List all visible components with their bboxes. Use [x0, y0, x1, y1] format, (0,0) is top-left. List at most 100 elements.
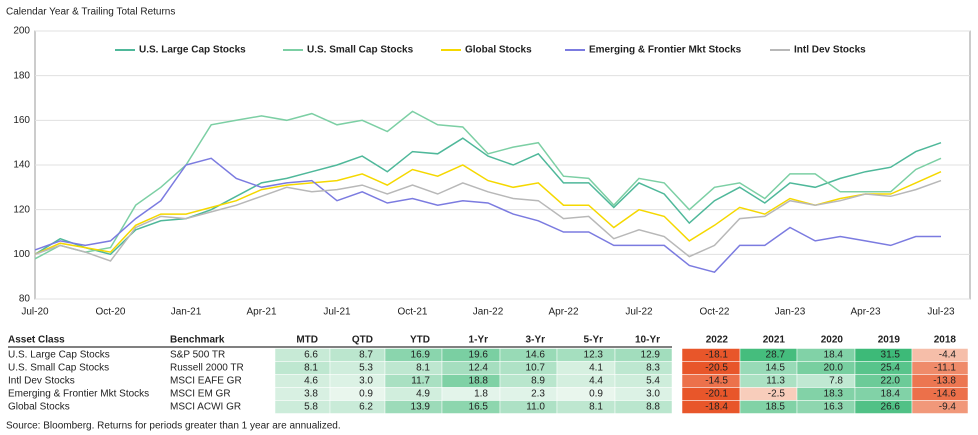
- cell-value: 25.4: [881, 363, 901, 374]
- cell-value: 8.7: [359, 350, 373, 361]
- cell-value: 5.3: [359, 363, 373, 374]
- cell-value: 31.5: [881, 350, 901, 361]
- cell-value: -2.5: [768, 389, 786, 400]
- cell-value: 5.4: [646, 376, 660, 387]
- heat-cell: [614, 374, 673, 388]
- asset-class: Global Stocks: [8, 402, 70, 413]
- cell-value: 14.5: [766, 363, 786, 374]
- x-tick-label: Jan-23: [775, 307, 806, 318]
- cell-value: 18.5: [766, 402, 786, 413]
- cell-value: 4.4: [589, 376, 603, 387]
- heat-cell: [499, 374, 558, 388]
- legend-label: Global Stocks: [465, 45, 532, 56]
- cell-value: 0.9: [589, 389, 603, 400]
- cell-value: 16.3: [824, 402, 844, 413]
- cell-value: 6.2: [359, 402, 373, 413]
- cell-value: 10.7: [526, 363, 546, 374]
- series-line: [34, 179, 942, 262]
- column-header: 2021: [763, 335, 786, 346]
- cell-value: -4.4: [939, 350, 957, 361]
- y-tick-label: 160: [13, 115, 30, 126]
- cell-value: 16.5: [469, 402, 489, 413]
- cell-value: 4.1: [589, 363, 603, 374]
- benchmark: S&P 500 TR: [170, 350, 225, 361]
- cell-value: 16.9: [411, 350, 431, 361]
- column-header: 2018: [934, 335, 957, 346]
- heat-cell: [329, 400, 386, 414]
- cell-value: 12.9: [641, 350, 661, 361]
- cell-value: 22.0: [881, 376, 901, 387]
- column-header: Benchmark: [170, 335, 225, 346]
- cell-value: -13.8: [933, 376, 956, 387]
- legend-label: U.S. Small Cap Stocks: [307, 45, 414, 56]
- cell-value: 5.8: [304, 402, 318, 413]
- cell-value: 11.7: [411, 376, 430, 387]
- heat-cell: [329, 361, 386, 375]
- column-header: 3-Yr: [526, 335, 546, 346]
- cell-value: -18.4: [705, 402, 728, 413]
- y-tick-label: 180: [13, 70, 30, 81]
- cell-value: 18.8: [469, 376, 489, 387]
- cell-value: 3.0: [359, 376, 373, 387]
- cell-value: 19.6: [469, 350, 489, 361]
- column-header: Asset Class: [8, 335, 65, 346]
- asset-class: Intl Dev Stocks: [8, 376, 75, 387]
- x-tick-label: Apr-21: [246, 307, 276, 318]
- y-tick-label: 200: [13, 26, 30, 37]
- chart-title: Calendar Year & Trailing Total Returns: [6, 7, 175, 18]
- column-header: 2019: [878, 335, 901, 346]
- cell-value: -14.5: [705, 376, 728, 387]
- cell-value: 4.9: [416, 389, 430, 400]
- y-tick-label: 120: [13, 204, 30, 215]
- heat-cell: [329, 374, 386, 388]
- heat-cell: [274, 348, 331, 362]
- source-note: Source: Bloomberg. Returns for periods g…: [6, 421, 341, 432]
- cell-value: -20.5: [705, 363, 728, 374]
- cell-value: 18.3: [824, 389, 844, 400]
- cell-value: 11.0: [526, 402, 545, 413]
- cell-value: -11.1: [934, 363, 956, 374]
- cell-value: 4.6: [304, 376, 318, 387]
- cell-value: 26.6: [881, 402, 901, 413]
- heat-cell: [556, 361, 616, 375]
- x-tick-label: Oct-20: [95, 307, 125, 318]
- cell-value: 18.4: [881, 389, 901, 400]
- column-header: YTD: [410, 335, 430, 346]
- benchmark: Russell 2000 TR: [170, 363, 244, 374]
- heat-cell: [796, 374, 856, 388]
- x-tick-label: Oct-21: [397, 307, 427, 318]
- heat-cell: [384, 361, 443, 375]
- x-tick-label: Jul-20: [21, 307, 49, 318]
- series-line: [34, 157, 941, 274]
- column-header: 2022: [706, 335, 729, 346]
- cell-value: 12.4: [469, 363, 489, 374]
- cell-value: 3.0: [646, 389, 660, 400]
- legend-label: Intl Dev Stocks: [794, 45, 866, 56]
- benchmark: MSCI EAFE GR: [170, 376, 242, 387]
- heat-cell: [911, 400, 969, 414]
- heat-cell: [274, 400, 331, 414]
- cell-value: 3.8: [304, 389, 318, 400]
- y-tick-label: 100: [13, 249, 30, 260]
- cell-value: -18.1: [705, 350, 728, 361]
- cell-value: 1.8: [474, 389, 488, 400]
- cell-value: 11.3: [766, 376, 785, 387]
- y-tick-label: 80: [19, 294, 31, 305]
- heat-cell: [274, 374, 331, 388]
- column-header: 2020: [821, 335, 844, 346]
- asset-class: U.S. Large Cap Stocks: [8, 350, 110, 361]
- x-tick-label: Jan-21: [171, 307, 202, 318]
- heat-cell: [274, 361, 331, 375]
- cell-value: 13.9: [411, 402, 431, 413]
- heat-cell: [329, 348, 386, 362]
- heat-cell: [614, 361, 673, 375]
- cell-value: 14.6: [526, 350, 546, 361]
- benchmark: MSCI ACWI GR: [170, 402, 241, 413]
- x-tick-label: Jul-21: [323, 307, 351, 318]
- cell-value: 20.0: [824, 363, 844, 374]
- asset-class: U.S. Small Cap Stocks: [8, 363, 109, 374]
- cell-value: 2.3: [531, 389, 545, 400]
- heat-cell: [614, 387, 673, 401]
- x-tick-label: Apr-23: [850, 307, 880, 318]
